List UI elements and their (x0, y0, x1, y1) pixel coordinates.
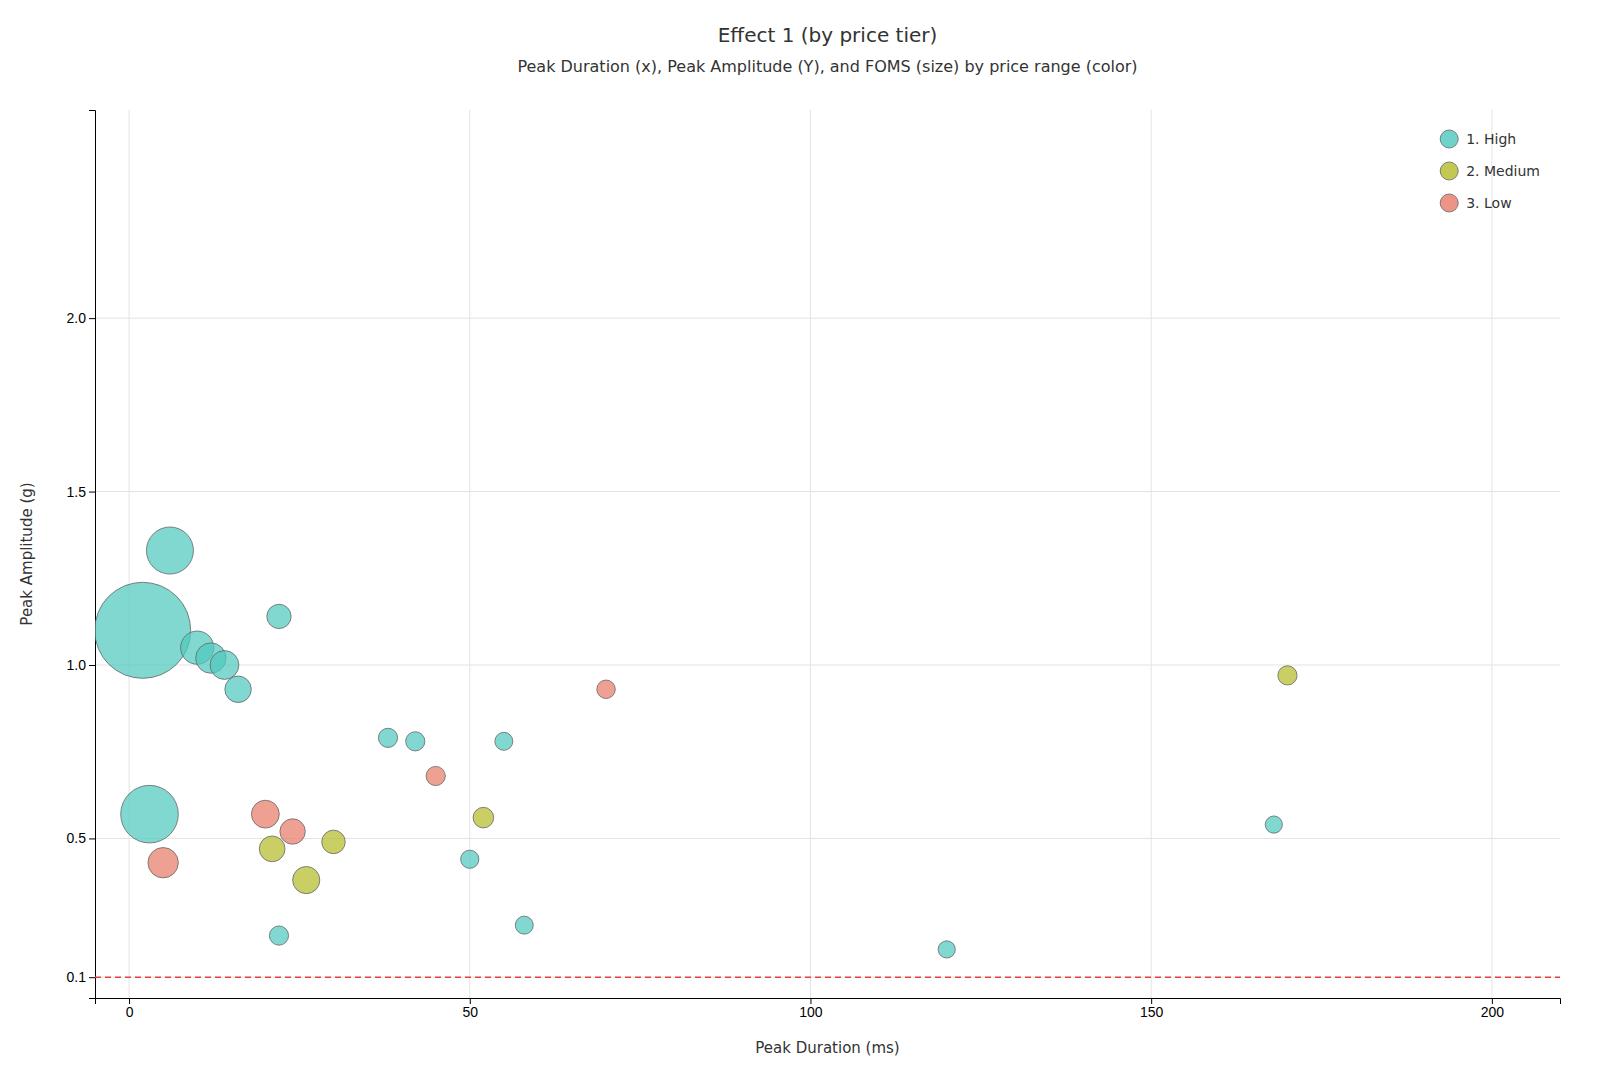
bubble (515, 916, 533, 934)
legend-swatch (1440, 162, 1458, 180)
series (148, 680, 615, 878)
bubble (461, 850, 479, 868)
bubble (225, 676, 251, 702)
tick-label: 0 (126, 1004, 134, 1020)
legend-label: 1. High (1466, 131, 1516, 147)
legend: 1. High 2. Medium 3. Low (1440, 130, 1540, 212)
tick-mark (89, 977, 95, 978)
tick-label: 2.0 (67, 310, 87, 326)
tick-mark (89, 665, 95, 666)
tick: 1.0 (67, 657, 95, 673)
tick: 0.1 (67, 969, 95, 985)
bubble (426, 766, 445, 785)
bubble (269, 926, 288, 945)
grid-line-x (129, 110, 130, 998)
series (259, 666, 1297, 894)
legend-swatch (1440, 194, 1458, 212)
tick-label: 200 (1481, 1004, 1505, 1020)
legend-label: 3. Low (1466, 195, 1511, 211)
bubble (267, 604, 291, 628)
grid-line-y (95, 977, 1560, 978)
bubble (322, 830, 346, 854)
grid-line-y (95, 838, 1560, 839)
tick: 50 (462, 998, 478, 1020)
bubble (1278, 666, 1297, 685)
grid (95, 110, 1560, 998)
tick-label: 100 (799, 1004, 823, 1020)
bubble (495, 732, 513, 750)
y-axis-title: Peak Amplitude (g) (18, 482, 36, 625)
grid-line-x (1491, 110, 1492, 998)
bubble (148, 848, 178, 878)
tick: 0 (126, 998, 134, 1020)
bubble (597, 680, 615, 698)
x-axis: 0 50 100 150 200 (96, 998, 1561, 1020)
bubble (473, 807, 494, 828)
series (95, 527, 1282, 958)
tick-mark (89, 318, 95, 319)
chart: 0 50 100 150 200 0.1 0.5 1.0 1.5 2.0 Effect 1 (by … (0, 0, 1600, 1083)
bubble (938, 941, 955, 958)
bubble (251, 800, 279, 828)
legend-item: 3. Low (1440, 194, 1511, 212)
tick-label: 1.5 (67, 484, 87, 500)
y-axis: 0.1 0.5 1.0 1.5 2.0 (67, 111, 96, 999)
legend-item: 2. Medium (1440, 162, 1540, 180)
tick: 2.0 (67, 310, 95, 326)
grid-line-x (810, 110, 811, 998)
legend-label: 2. Medium (1466, 163, 1540, 179)
grid-line-y (95, 318, 1560, 319)
tick-mark (89, 838, 95, 839)
subtitle: Peak Duration (x), Peak Amplitude (Y), a… (517, 57, 1137, 76)
tick: 150 (1140, 998, 1164, 1020)
bubble (146, 527, 193, 574)
bubble (293, 866, 320, 893)
bubble (121, 785, 179, 843)
legend-item: 1. High (1440, 130, 1516, 148)
tick-label: 0.1 (67, 969, 87, 985)
bubble (259, 836, 285, 862)
grid-line-x (1151, 110, 1152, 998)
bubble (378, 728, 397, 747)
tick: 1.5 (67, 484, 95, 500)
bubble (1265, 816, 1282, 833)
axis-line (96, 999, 1561, 1005)
tick-mark (89, 492, 95, 493)
plot-area (95, 527, 1560, 977)
grid-line-y (95, 665, 1560, 666)
tick: 0.5 (67, 830, 95, 846)
bubble (280, 819, 305, 844)
tick: 100 (799, 998, 823, 1020)
tick-label: 1.0 (67, 657, 87, 673)
reference-line (95, 976, 1560, 978)
x-axis-title: Peak Duration (ms) (755, 1039, 899, 1057)
legend-swatch (1440, 130, 1458, 148)
tick: 200 (1481, 998, 1505, 1020)
tick-label: 0.5 (67, 830, 87, 846)
bubble (406, 732, 425, 751)
grid-line-y (95, 491, 1560, 492)
axis-line (89, 111, 96, 999)
title: Effect 1 (by price tier) (718, 23, 938, 47)
tick-label: 50 (462, 1004, 478, 1020)
bubble (95, 582, 191, 678)
tick-label: 150 (1140, 1004, 1164, 1020)
bubble (210, 651, 239, 680)
